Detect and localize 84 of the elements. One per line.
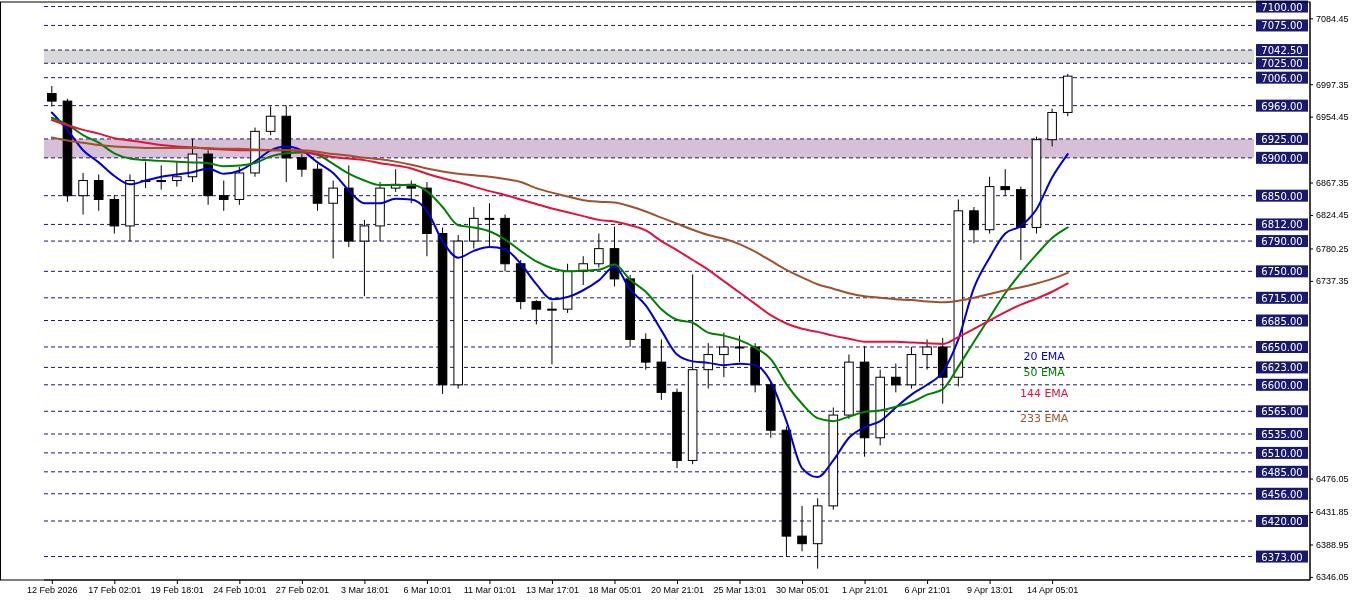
text: 233 EMA [1019,412,1069,426]
candlestick [922,338,932,371]
ref-line-label: 6623.00 [1261,362,1303,374]
ref-line-label: 6812.00 [1261,219,1303,231]
y-tick-label: 7084.45 [1316,13,1349,24]
y-tick-label: 6346.05 [1316,572,1349,583]
candlestick [703,342,714,390]
line-series [50,136,1069,304]
candlestick [640,332,651,371]
candlestick [484,202,495,248]
candlestick [797,505,807,552]
x-tick-label: 11 Mar 01:01 [463,585,517,596]
x-tick-label: 25 Mar 13:01 [713,585,767,596]
candlestick [891,363,901,393]
candlestick [531,299,542,325]
ref-line-label: 6650.00 [1261,341,1303,353]
x-tick-label: 27 Feb 02:01 [275,585,329,596]
ref-line-label: 6565.00 [1261,406,1303,418]
ref-line-label: 6850.00 [1261,190,1303,202]
x-tick-label: 14 Apr 05:01 [1027,585,1079,596]
candlestick [93,173,104,212]
ref-line-label: 6685.00 [1261,315,1303,327]
candlestick [172,161,182,188]
x-tick-label: 20 Mar 21:01 [650,585,705,596]
ref-line-label: 6420.00 [1261,515,1303,527]
ref-line-label: 6456.00 [1261,488,1303,500]
candlestick [328,180,338,259]
ref-line-label: 6750.00 [1261,266,1303,278]
line-series [50,119,1069,345]
y-tick-label: 6997.35 [1316,79,1349,90]
candlestick [218,180,229,212]
text: 20 EMA [1023,350,1066,364]
candlestick [969,206,979,244]
candlestick [594,233,604,269]
candlestick [297,153,307,178]
line-series [50,111,1069,479]
y-tick-label: 6780.25 [1316,243,1349,254]
ref-line-label: 6485.00 [1261,466,1303,478]
ref-line-label: 6715.00 [1261,292,1303,304]
ref-line-label: 7042.50 [1261,45,1303,57]
x-tick-label: 3 Mar 18:01 [340,585,389,596]
candlestick [156,164,167,191]
x-tick-label: 12 Feb 2026 [27,585,78,596]
x-tick-label: 9 Apr 13:01 [967,585,1014,596]
candlestick [734,335,745,363]
x-tick-label: 6 Mar 10:01 [403,585,452,596]
candlestick [47,85,57,107]
x-tick-label: 1 Apr 21:01 [842,585,889,596]
candlestick [78,172,88,216]
y-tick-label: 6824.45 [1316,210,1349,221]
y-tick-label: 6431.85 [1316,507,1349,518]
ref-line-label: 7100.00 [1261,1,1303,13]
ref-line-label: 6790.00 [1261,236,1303,248]
x-tick-label: 19 Feb 18:01 [150,585,204,596]
x-tick-label: 18 Mar 05:01 [588,585,642,596]
line-series [50,116,1069,423]
ref-line-label: 7025.00 [1261,58,1303,70]
ref-line-label: 6969.00 [1261,100,1303,112]
ref-line-label: 7006.00 [1261,72,1303,84]
y-tick-label: 6388.95 [1316,539,1349,550]
y-tick-label: 6954.45 [1316,112,1349,123]
x-tick-label: 24 Feb 10:01 [213,585,267,596]
ref-line-label: 6900.00 [1261,152,1303,164]
candlestick [719,332,729,378]
ref-line-label: 6535.00 [1261,428,1303,440]
ref-line-label: 6925.00 [1261,133,1303,145]
candlestick [1000,168,1011,197]
y-tick-label: 6476.05 [1316,473,1349,484]
x-tick-label: 6 Apr 21:01 [904,585,951,596]
y-tick-label: 6737.35 [1316,276,1349,287]
ref-line-label: 6600.00 [1261,379,1303,391]
candlestick [265,105,276,136]
ref-line-label: 6510.00 [1261,447,1303,459]
text: 144 EMA [1019,387,1069,401]
candlestick [469,206,479,250]
x-tick-label: 30 Mar 05:01 [776,585,830,596]
candlestick [359,219,370,297]
ref-line-label: 6373.00 [1261,551,1303,563]
candlestick [547,301,557,365]
text: 50 EMA [1023,366,1066,380]
ref-line-label: 7075.00 [1261,20,1303,32]
x-tick-label: 17 Feb 02:01 [88,585,142,596]
y-tick-label: 6867.35 [1316,177,1349,188]
x-tick-label: 13 Mar 17:01 [525,585,579,596]
